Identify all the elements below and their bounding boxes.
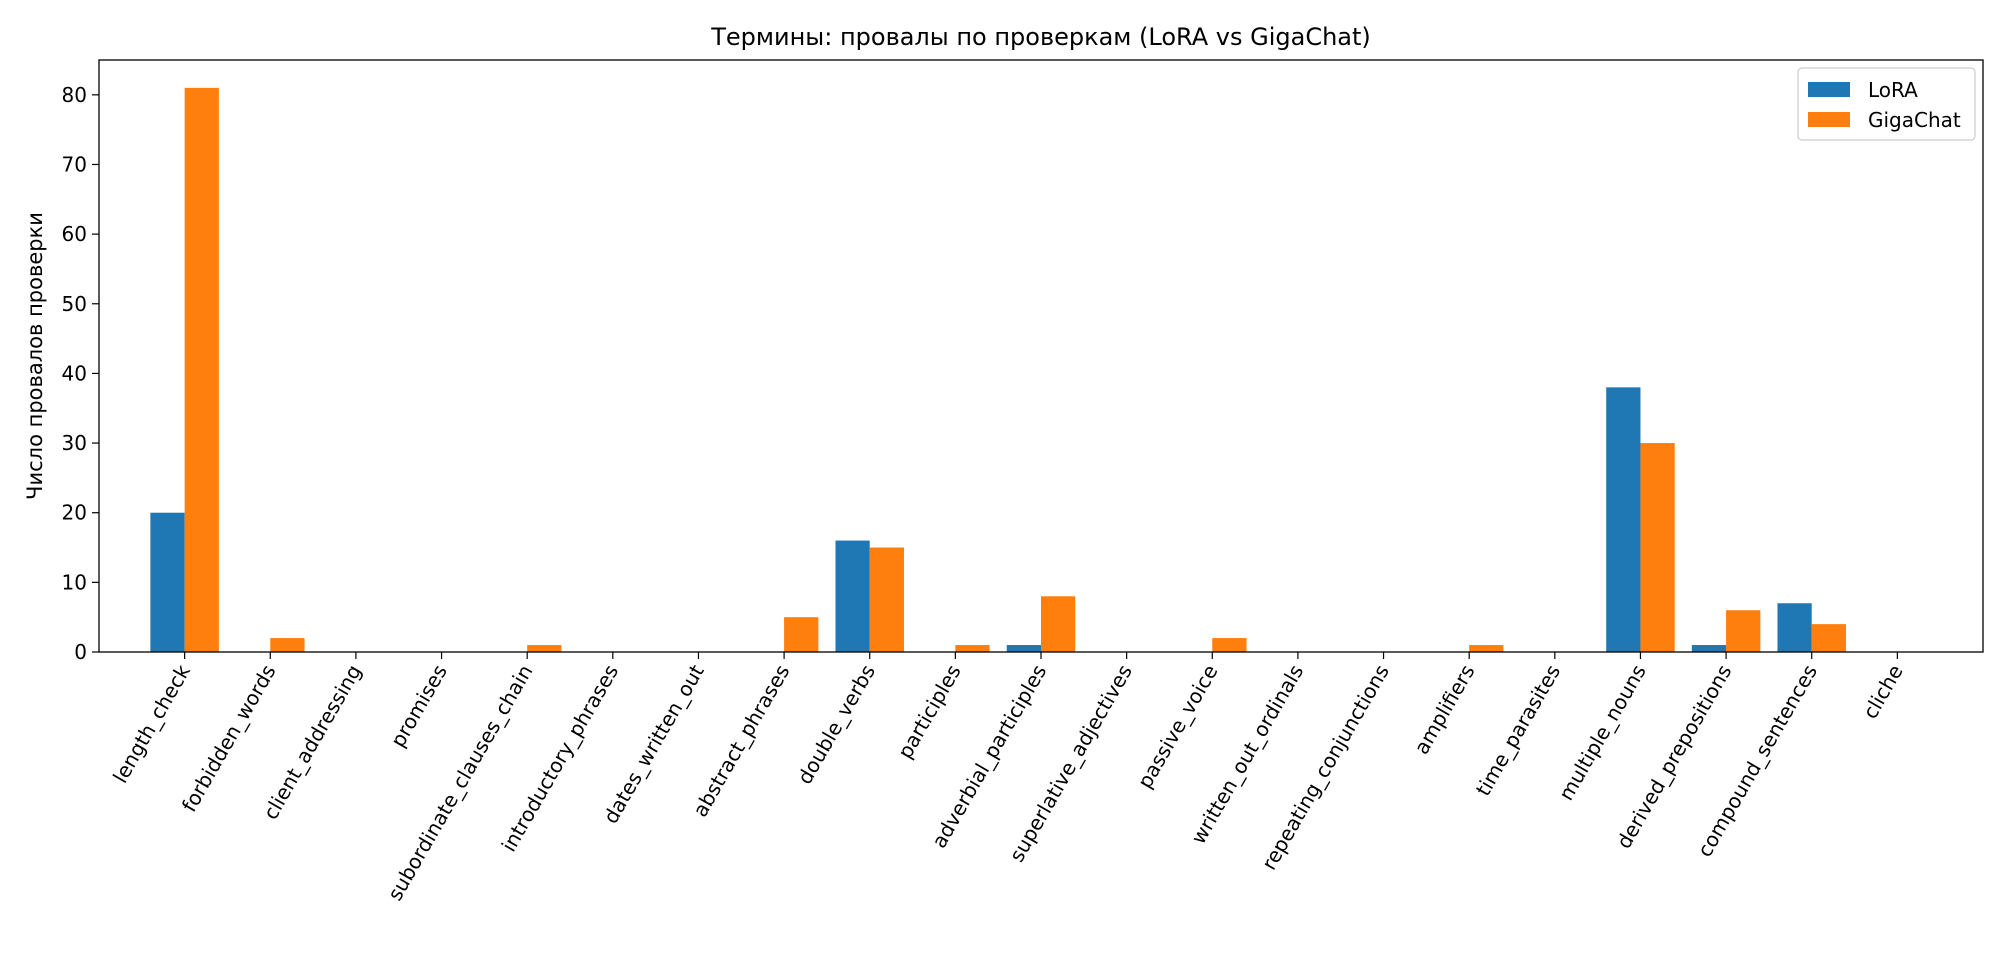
chart-title: Термины: провалы по проверкам (LoRA vs G… [710, 23, 1371, 51]
x-tick-label-participles: participles [893, 661, 966, 763]
x-tick-label-amplifiers: amplifiers [1409, 661, 1479, 759]
bar-gigachat-multiple_nouns [1640, 443, 1675, 652]
bar-lora-multiple_nouns [1606, 387, 1641, 652]
x-tick-label-length_check: length_check [108, 660, 195, 787]
legend: LoRA GigaChat [1797, 67, 1976, 141]
bars-group [150, 87, 1846, 652]
x-tick-label-client_addressing: client_addressing [258, 661, 366, 824]
bar-gigachat-amplifiers [1469, 645, 1504, 652]
x-tick-label-subordinate_clauses_chain: subordinate_clauses_chain [383, 661, 538, 905]
y-tick-label: 40 [62, 361, 87, 385]
bar-gigachat-compound_sentences [1811, 624, 1846, 652]
legend-label-gigachat: GigaChat [1868, 108, 1961, 132]
bar-lora-compound_sentences [1777, 603, 1812, 652]
bar-gigachat-derived_prepositions [1726, 610, 1761, 652]
y-tick-label: 70 [62, 152, 87, 176]
x-tick-label-passive_voice: passive_voice [1133, 661, 1223, 793]
bar-lora-double_verbs [835, 540, 870, 652]
y-tick-label: 20 [62, 501, 87, 525]
bar-gigachat-adverbial_participles [1041, 596, 1076, 652]
x-tick-label-abstract_phrases: abstract_phrases [688, 661, 795, 822]
y-axis-label: Число провалов проверки [23, 212, 47, 500]
legend-swatch-lora [1808, 82, 1850, 97]
y-tick-label: 50 [62, 292, 87, 316]
y-tick-label: 10 [62, 570, 87, 594]
x-tick-label-multiple_nouns: multiple_nouns [1554, 661, 1651, 805]
y-tick-label: 0 [74, 640, 87, 664]
bar-lora-adverbial_participles [1006, 645, 1041, 652]
legend-label-lora: LoRA [1868, 78, 1918, 102]
legend-swatch-gigachat [1808, 112, 1850, 127]
y-tick-label: 60 [62, 222, 87, 246]
bar-gigachat-length_check [184, 87, 219, 652]
y-tick-label: 80 [62, 83, 87, 107]
bar-gigachat-forbidden_words [270, 638, 305, 652]
bar-gigachat-abstract_phrases [784, 617, 819, 652]
x-tick-label-promises: promises [386, 661, 452, 752]
bar-gigachat-participles [955, 645, 990, 652]
bar-gigachat-passive_voice [1212, 638, 1247, 652]
bar-gigachat-double_verbs [869, 547, 904, 652]
y-tick-label: 30 [62, 431, 87, 455]
plot-area-frame [98, 59, 1984, 653]
bar-gigachat-subordinate_clauses_chain [527, 645, 562, 652]
x-tick-label-double_verbs: double_verbs [792, 661, 880, 789]
bar-lora-derived_prepositions [1691, 645, 1727, 652]
axes-group: 0 10 20 30 40 50 60 70 80 length_checkforbidden_w… [62, 59, 1984, 905]
bar-lora-length_check [150, 512, 185, 652]
x-tick-label-cliche: cliche [1858, 661, 1908, 723]
x-tick-label-time_parasites: time_parasites [1471, 661, 1565, 800]
x-tick-label-forbidden_words: forbidden_words [177, 661, 281, 817]
